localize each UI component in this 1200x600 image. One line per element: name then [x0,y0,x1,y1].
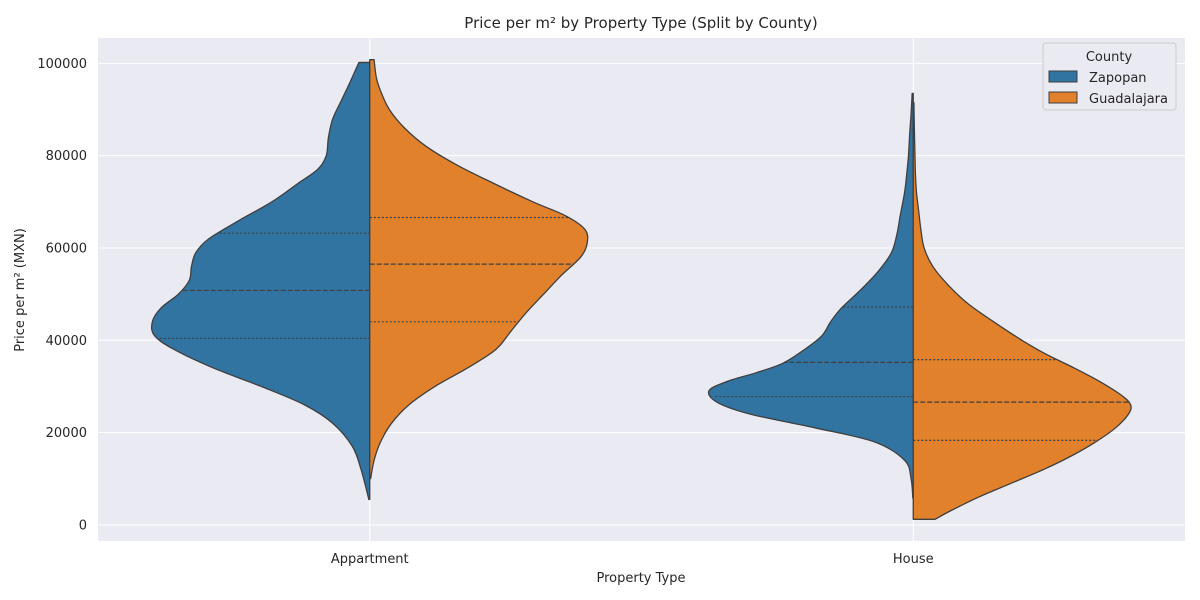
legend: County Zapopan Guadalajara [1042,42,1177,111]
y-tick-labels: 0 20000 40000 60000 80000 100000 [37,57,87,533]
x-axis-label: Property Type [596,571,685,586]
legend-swatch-zapopan [1048,70,1078,83]
x-tick-label: Appartment [331,552,409,567]
y-tick-label: 20000 [46,426,87,441]
violins [150,59,1132,520]
x-tick-label: House [893,552,934,567]
y-tick-label: 0 [79,518,87,533]
legend-label-zapopan: Zapopan [1089,71,1147,86]
y-axis-label: Price per m² (MXN) [13,228,28,352]
y-tick-label: 80000 [46,149,87,164]
legend-title: County [1086,50,1133,65]
violin-guadalajara-house [912,101,1132,520]
chart-title: Price per m² by Property Type (Split by … [464,14,817,32]
legend-label-guadalajara: Guadalajara [1089,92,1168,107]
violin-guadalajara-appartment [369,59,589,480]
y-tick-label: 60000 [46,241,87,256]
x-tick-labels: Appartment House [331,552,934,567]
y-tick-label: 100000 [37,57,87,72]
y-tick-label: 40000 [46,334,87,349]
legend-swatch-guadalajara [1048,91,1078,104]
violin-zapopan-appartment [150,61,371,501]
